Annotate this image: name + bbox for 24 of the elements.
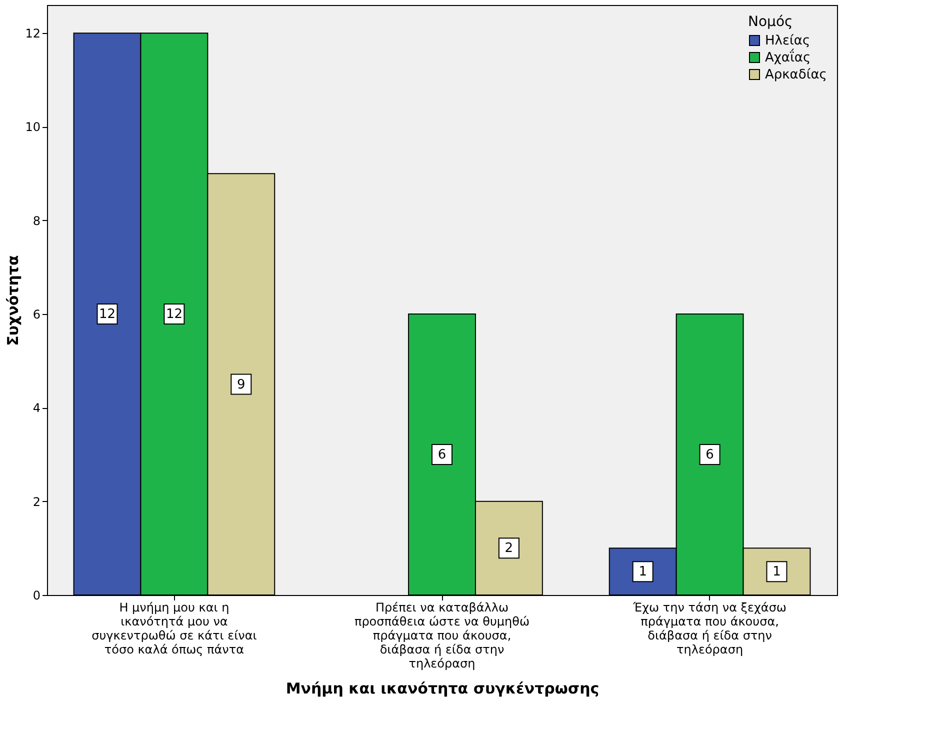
y-tick-label: 8 (32, 214, 40, 228)
data-label: 12 (98, 307, 116, 322)
data-label: 6 (438, 448, 446, 463)
data-label: 12 (166, 307, 182, 322)
data-label: 1 (638, 564, 647, 580)
y-tick-label: 2 (32, 494, 40, 509)
y-tick-label: 10 (25, 120, 40, 134)
y-axis-title: Συχνότητα (4, 255, 22, 346)
legend-label: Αχαΐας (765, 48, 811, 66)
legend-title: Νομός (748, 14, 793, 30)
y-tick-label: 0 (32, 588, 40, 602)
data-label: 6 (706, 448, 714, 463)
data-label: 1 (772, 564, 781, 580)
y-tick-label: 12 (25, 26, 40, 41)
data-label: 9 (237, 377, 246, 392)
x-tick-label: Η μνήμη μου και η ικανότητά μου να συγκεντρωθώ σε κάτι είναι τόσο καλά όπως πάντα (92, 600, 257, 656)
x-tick-label: Έχω την τάση να ξεχάσω πράγματα που άκουσα, διάβασα ή είδα στην τηλεόραση (632, 600, 786, 656)
y-tick-label: 6 (32, 308, 40, 322)
legend-label: Αρκαδίας (765, 68, 827, 82)
data-label: 2 (504, 541, 514, 556)
x-tick-label: Πρέπει να καταβάλλω προσπάθεια ώστε να θυμηθώ πράγματα που άκουσα, διάβασα ή είδα στην τηλεόραση (354, 600, 530, 670)
x-axis-title: Μνήμη και ικανότητα συγκέντρωσης (286, 680, 600, 698)
legend-label: Ηλείας (765, 34, 810, 48)
y-tick-label: 4 (32, 401, 40, 416)
